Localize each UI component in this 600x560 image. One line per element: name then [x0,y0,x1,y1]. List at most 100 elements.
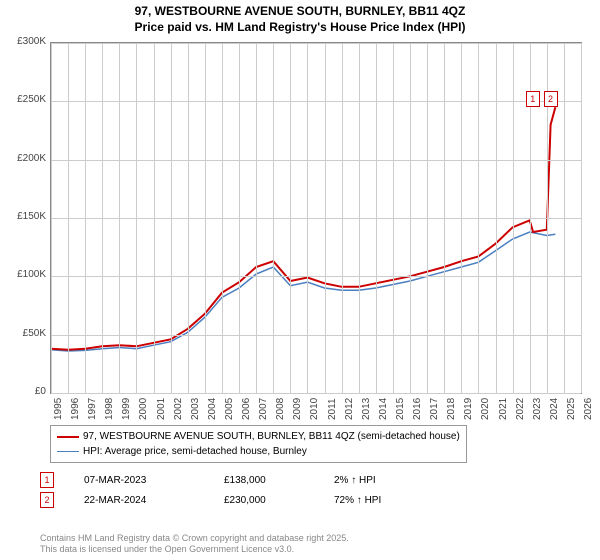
x-axis-label: 2005 [224,398,235,420]
gridline-v [154,43,155,393]
gridline-h [51,276,581,277]
sale-index-box: 1 [40,472,54,488]
gridline-h [51,43,581,44]
x-axis-label: 2009 [292,398,303,420]
series-hpi [51,232,555,351]
x-axis-label: 2017 [429,398,440,420]
gridline-v [239,43,240,393]
gridline-v [290,43,291,393]
sale-price: £138,000 [224,475,304,486]
x-axis-label: 2016 [412,398,423,420]
legend-label-price: 97, WESTBOURNE AVENUE SOUTH, BURNLEY, BB… [83,429,460,444]
x-axis-label: 2018 [446,398,457,420]
y-axis-label: £0 [0,386,46,397]
x-axis-label: 2022 [515,398,526,420]
gridline-v [427,43,428,393]
sale-hpi: 72% ↑ HPI [334,495,381,506]
x-axis-label: 2025 [566,398,577,420]
y-axis-label: £100K [0,269,46,280]
legend-swatch-price [57,436,79,438]
gridline-v [273,43,274,393]
gridline-v [171,43,172,393]
x-axis-label: 2006 [241,398,252,420]
series-price_paid [51,107,555,350]
x-axis-label: 1997 [87,398,98,420]
x-axis-label: 2024 [549,398,560,420]
x-axis-label: 1999 [121,398,132,420]
chart-title: 97, WESTBOURNE AVENUE SOUTH, BURNLEY, BB… [0,0,600,35]
gridline-h [51,101,581,102]
sale-date: 22-MAR-2024 [84,495,194,506]
gridline-v [136,43,137,393]
y-axis-label: £300K [0,36,46,47]
gridline-h [51,393,581,394]
plot-area: 12 [50,42,582,394]
gridline-v [222,43,223,393]
sales-row: 107-MAR-2023£138,0002% ↑ HPI [40,470,411,490]
gridline-v [581,43,582,393]
x-axis-label: 1996 [70,398,81,420]
gridline-v [102,43,103,393]
x-axis-label: 2026 [583,398,594,420]
x-axis-label: 2002 [173,398,184,420]
footer-line2: This data is licensed under the Open Gov… [40,544,349,556]
x-axis-label: 2011 [327,398,338,420]
x-axis-label: 2000 [138,398,149,420]
gridline-v [325,43,326,393]
legend-item-price: 97, WESTBOURNE AVENUE SOUTH, BURNLEY, BB… [57,429,460,444]
x-axis-label: 2004 [207,398,218,420]
gridline-v [478,43,479,393]
gridline-v [85,43,86,393]
y-axis-label: £250K [0,94,46,105]
title-line2: Price paid vs. HM Land Registry's House … [0,20,600,36]
gridline-v [444,43,445,393]
sale-date: 07-MAR-2023 [84,475,194,486]
x-axis-label: 2013 [361,398,372,420]
title-line1: 97, WESTBOURNE AVENUE SOUTH, BURNLEY, BB… [0,4,600,20]
gridline-v [205,43,206,393]
legend-item-hpi: HPI: Average price, semi-detached house,… [57,444,460,459]
x-axis-label: 2019 [463,398,474,420]
x-axis-label: 2012 [344,398,355,420]
gridline-v [359,43,360,393]
gridline-v [256,43,257,393]
sale-index-box: 2 [40,492,54,508]
gridline-v [393,43,394,393]
sales-row: 222-MAR-2024£230,00072% ↑ HPI [40,490,411,510]
x-axis-label: 2003 [190,398,201,420]
gridline-h [51,218,581,219]
gridline-v [119,43,120,393]
legend-swatch-hpi [57,451,79,452]
gridline-h [51,335,581,336]
x-axis-label: 2010 [309,398,320,420]
gridline-h [51,160,581,161]
x-axis-label: 2001 [156,398,167,420]
x-axis-label: 2007 [258,398,269,420]
gridline-v [461,43,462,393]
footer-attribution: Contains HM Land Registry data © Crown c… [40,533,349,556]
gridline-v [188,43,189,393]
gridline-v [68,43,69,393]
x-axis-label: 2014 [378,398,389,420]
x-axis-label: 2015 [395,398,406,420]
y-axis-label: £50K [0,328,46,339]
x-axis-label: 2020 [480,398,491,420]
gridline-v [376,43,377,393]
x-axis-label: 1998 [104,398,115,420]
y-axis-label: £150K [0,211,46,222]
footer-line1: Contains HM Land Registry data © Crown c… [40,533,349,545]
legend: 97, WESTBOURNE AVENUE SOUTH, BURNLEY, BB… [50,425,467,463]
gridline-v [51,43,52,393]
gridline-v [564,43,565,393]
sale-marker: 1 [526,91,540,107]
gridline-v [513,43,514,393]
y-axis-label: £200K [0,153,46,164]
gridline-v [342,43,343,393]
x-axis-label: 1995 [53,398,64,420]
x-axis-label: 2008 [275,398,286,420]
gridline-v [410,43,411,393]
gridline-v [307,43,308,393]
chart-container: 97, WESTBOURNE AVENUE SOUTH, BURNLEY, BB… [0,0,600,560]
legend-label-hpi: HPI: Average price, semi-detached house,… [83,444,307,459]
x-axis-label: 2023 [532,398,543,420]
